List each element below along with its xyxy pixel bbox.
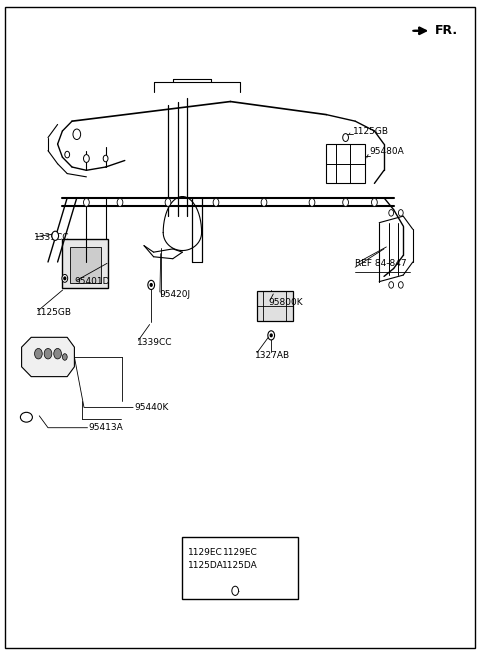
Circle shape bbox=[117, 198, 123, 206]
Polygon shape bbox=[22, 337, 74, 377]
Circle shape bbox=[148, 280, 155, 290]
Text: 95440K: 95440K bbox=[134, 403, 169, 412]
FancyBboxPatch shape bbox=[62, 239, 108, 288]
Circle shape bbox=[270, 334, 272, 337]
Circle shape bbox=[398, 282, 403, 288]
Text: 95480A: 95480A bbox=[370, 147, 404, 157]
Circle shape bbox=[84, 155, 89, 162]
Text: REF 84-847: REF 84-847 bbox=[355, 259, 407, 269]
Text: 1129EC: 1129EC bbox=[223, 548, 257, 557]
Ellipse shape bbox=[20, 413, 32, 422]
Text: 1339CC: 1339CC bbox=[137, 338, 172, 347]
Text: FR.: FR. bbox=[434, 24, 457, 37]
FancyBboxPatch shape bbox=[70, 247, 101, 283]
Circle shape bbox=[343, 134, 348, 141]
Circle shape bbox=[62, 274, 68, 282]
Circle shape bbox=[389, 282, 394, 288]
Circle shape bbox=[64, 277, 66, 280]
FancyBboxPatch shape bbox=[182, 537, 298, 599]
Circle shape bbox=[309, 198, 315, 206]
Text: 1125DA: 1125DA bbox=[222, 561, 258, 570]
Circle shape bbox=[65, 151, 70, 158]
Circle shape bbox=[73, 129, 81, 140]
Circle shape bbox=[150, 284, 152, 286]
Circle shape bbox=[372, 198, 377, 206]
Text: 1125GB: 1125GB bbox=[36, 308, 72, 317]
Circle shape bbox=[62, 354, 67, 360]
Circle shape bbox=[165, 198, 171, 206]
Circle shape bbox=[398, 210, 403, 216]
Circle shape bbox=[213, 198, 219, 206]
Text: 1327AB: 1327AB bbox=[255, 350, 290, 360]
Circle shape bbox=[343, 198, 348, 206]
Text: 95420J: 95420J bbox=[160, 290, 191, 299]
Circle shape bbox=[44, 348, 52, 359]
Circle shape bbox=[261, 198, 267, 206]
Circle shape bbox=[54, 348, 61, 359]
Text: 1339CC: 1339CC bbox=[34, 233, 69, 242]
Circle shape bbox=[35, 348, 42, 359]
Text: 95401D: 95401D bbox=[74, 277, 110, 286]
Text: 1129EC: 1129EC bbox=[188, 548, 223, 557]
Text: 95413A: 95413A bbox=[89, 423, 123, 432]
Text: 95800K: 95800K bbox=[269, 298, 303, 307]
Circle shape bbox=[389, 210, 394, 216]
Circle shape bbox=[103, 155, 108, 162]
Circle shape bbox=[268, 331, 275, 340]
Text: 1125GB: 1125GB bbox=[353, 126, 389, 136]
Circle shape bbox=[52, 231, 59, 240]
FancyBboxPatch shape bbox=[257, 291, 293, 321]
FancyBboxPatch shape bbox=[326, 144, 365, 183]
Circle shape bbox=[232, 586, 239, 595]
Text: 1125DA: 1125DA bbox=[188, 561, 223, 570]
Circle shape bbox=[84, 198, 89, 206]
